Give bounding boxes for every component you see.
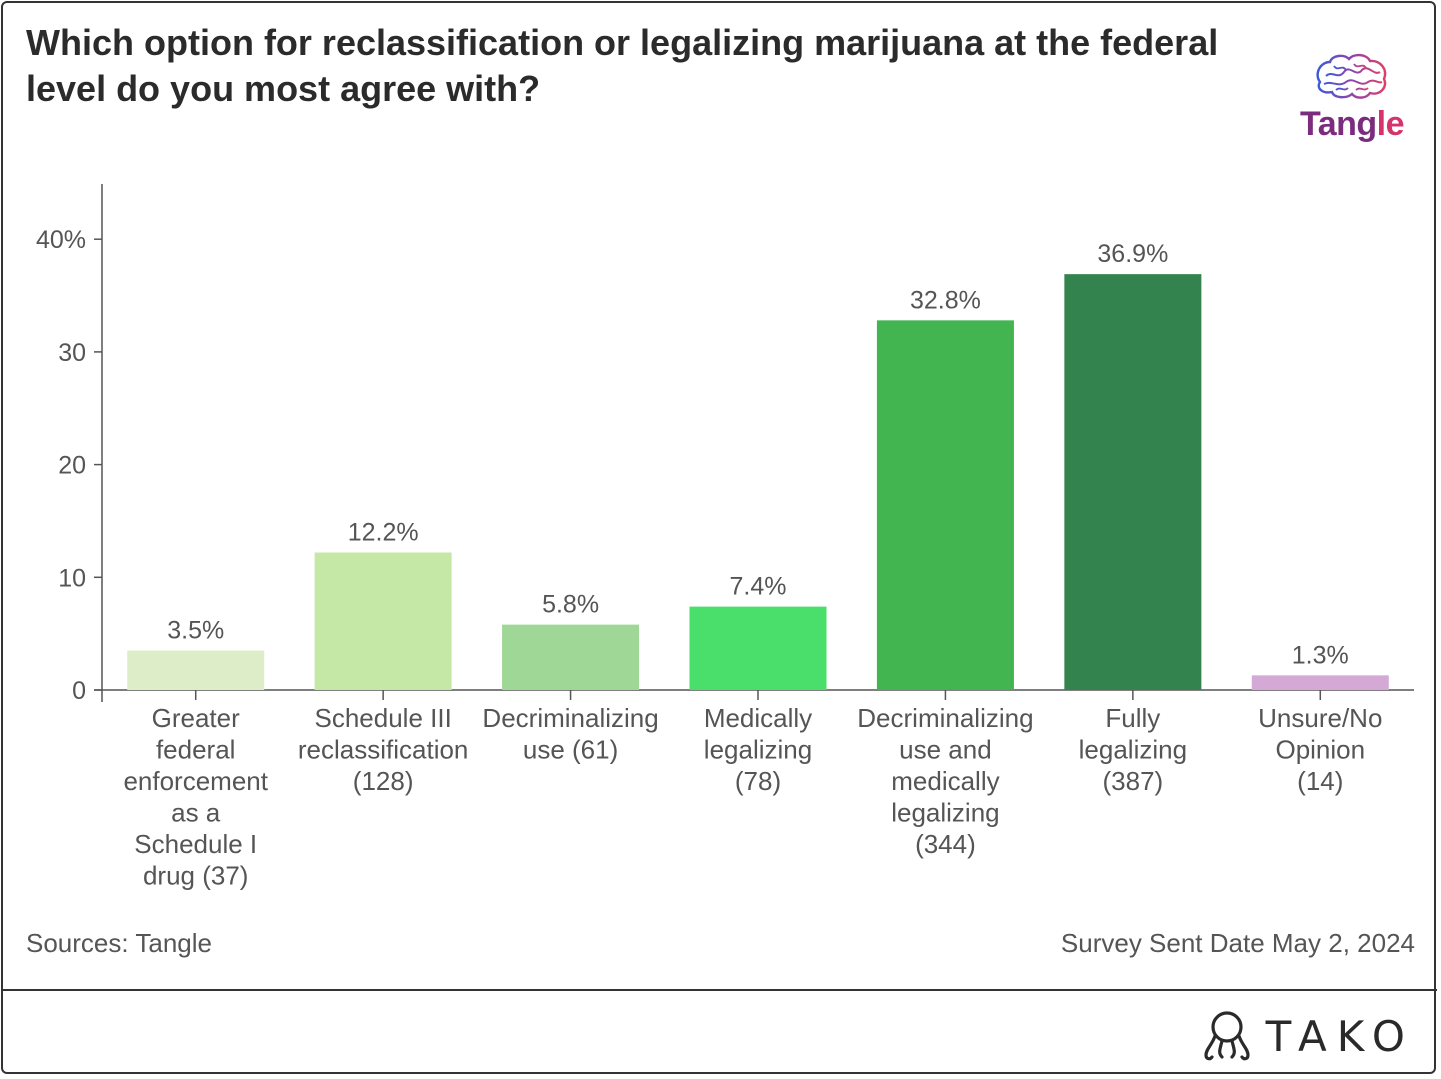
x-tick-label-line: legalizing [891,798,999,828]
x-tick-label-line: Schedule I [134,829,257,859]
x-tick-label-line: Opinion [1275,735,1365,765]
bar [689,606,827,690]
source-note: Sources: Tangle [26,928,212,958]
x-tick-label-line: drug (37) [143,861,249,891]
tako-logo: TAKO [1202,1008,1415,1064]
chart-title: Which option for reclassification or leg… [26,22,1219,109]
x-tick-label-line: (387) [1103,766,1164,796]
tangle-wordmark-rest: le [1376,105,1405,143]
bar-chart: 0 10 20 30 40% 3.5% Greater federal enforcement a… [36,184,1414,891]
x-tick-label: Fully legalizing (387) [1079,703,1187,796]
tako-octopus-icon [1203,1011,1250,1061]
bar [127,650,265,690]
x-tick-label-line: federal [156,735,236,765]
bar [1064,274,1202,690]
bar-value-label: 36.9% [1097,240,1168,268]
x-tick-label-line: (344) [915,829,976,859]
y-tick-label: 20 [58,452,86,480]
x-tick-label-line: enforcement [123,766,268,796]
x-tick-label-line: Medically [704,703,812,733]
y-tick-label: 0 [72,677,86,705]
bar-value-label: 32.8% [910,286,981,314]
x-tick-label-line: use and [899,735,992,765]
x-tick-label-line: as a [171,798,221,828]
x-tick-label-line: (14) [1297,766,1343,796]
bar-value-label: 3.5% [167,617,224,645]
x-tick-label-line: legalizing [1079,735,1187,765]
y-tick-label: 10 [58,564,86,592]
x-tick-label-line: Schedule III [314,703,451,733]
x-tick-label-line: medically [891,766,999,796]
x-tick-label-line: Greater [152,703,240,733]
tangle-wordmark-first: Tang [1299,105,1377,143]
x-tick-label-line: Fully [1105,703,1160,733]
y-tick-label: 30 [58,339,86,367]
footer-divider [2,989,1437,991]
x-tick-label-line: Decriminalizing [857,703,1033,733]
x-tick-label-line: Decriminalizing [482,703,658,733]
bar [502,624,640,690]
y-tick-label: 40% [36,226,86,254]
x-tick-label: Medically legalizing (78) [704,703,812,796]
bar [1251,675,1389,690]
bar-value-label: 1.3% [1292,641,1349,669]
x-tick-label-line: legalizing [704,735,812,765]
x-tick-label-line: Unsure/No [1258,703,1382,733]
x-tick-label-line: (78) [735,766,781,796]
x-tick-label: Decriminalizing use (61) [482,703,658,765]
tako-wordmark: TAKO [1265,1011,1415,1061]
bar [314,552,452,690]
brain-icon [1316,53,1387,99]
tangle-wordmark: Tangle [1290,104,1414,144]
bar [876,320,1014,690]
survey-date: Survey Sent Date May 2, 2024 [1060,928,1415,958]
x-tick-label: Schedule III reclassification (128) [298,703,469,796]
x-tick-label-line: (128) [353,766,414,796]
x-tick-label-line: reclassification [298,735,469,765]
x-tick-label: Decriminalizing use and medically legalizin… [857,703,1033,859]
tangle-logo: Tangle [1290,52,1414,144]
x-tick-label-line: use (61) [523,735,618,765]
x-tick-label: Unsure/No Opinion (14) [1258,703,1382,796]
bar-value-label: 7.4% [730,573,787,601]
bar-value-label: 12.2% [348,519,419,547]
bar-value-label: 5.8% [542,591,599,619]
